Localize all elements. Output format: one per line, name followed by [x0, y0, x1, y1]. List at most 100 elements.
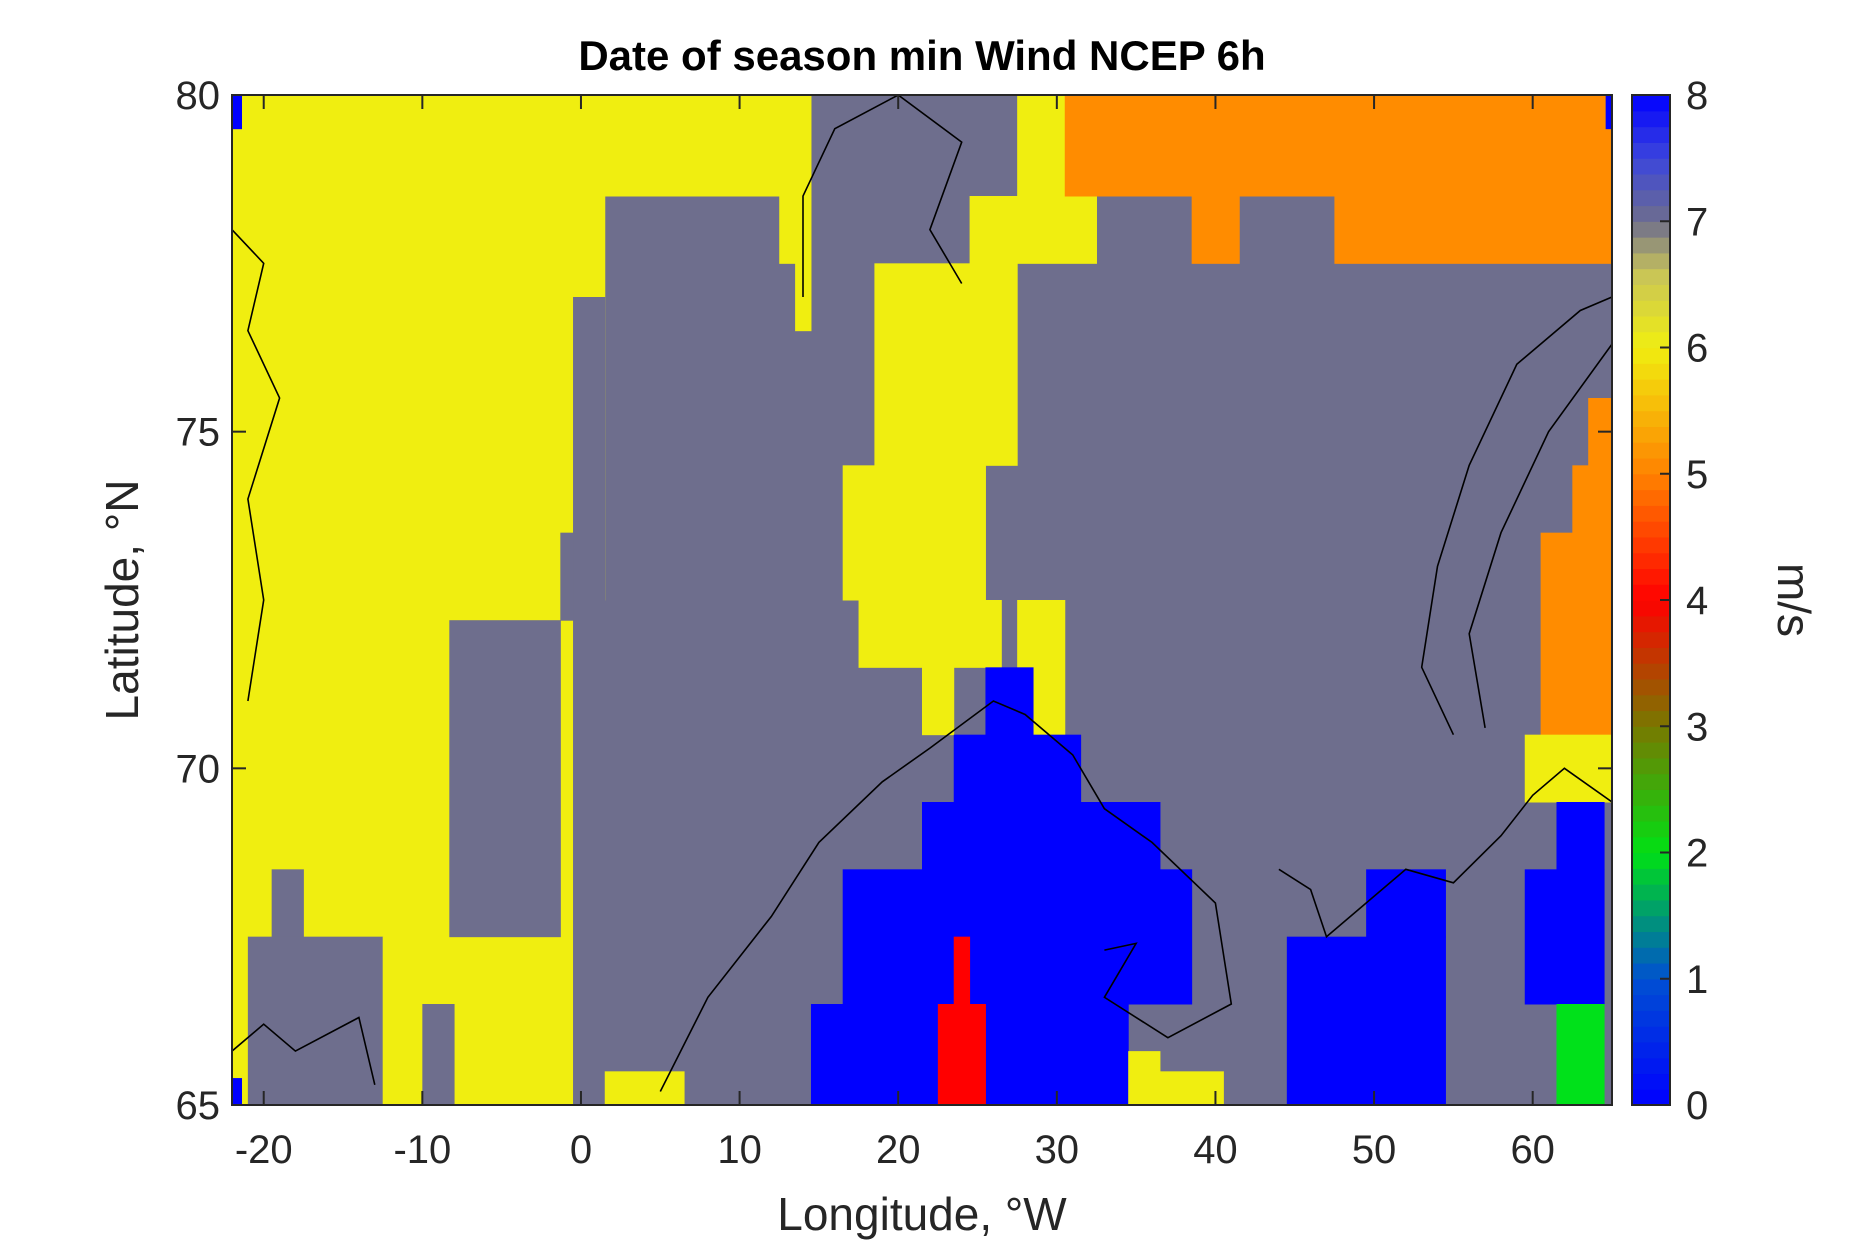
colorbar-tick-label: 1: [1686, 958, 1708, 1002]
coastline: [1468, 343, 1612, 729]
plot-frame: [231, 94, 1613, 1106]
chart-title: Date of season min Wind NCEP 6h: [578, 32, 1265, 79]
colorbar-swatch: [1632, 158, 1670, 175]
colorbar-swatch: [1632, 95, 1670, 112]
heatmap-cell-blue: [1366, 869, 1446, 938]
colorbar-tick-label: 5: [1686, 453, 1708, 497]
colorbar: [1631, 94, 1671, 1106]
heatmap-cell-blue: [232, 1078, 243, 1105]
x-tick-label: 10: [717, 1128, 762, 1172]
colorbar-tick-label: 0: [1686, 1084, 1708, 1128]
colorbar-tick-label: 3: [1686, 705, 1708, 749]
colorbar-swatch: [1632, 584, 1670, 601]
colorbar-swatch: [1632, 742, 1670, 759]
colorbar-swatch: [1632, 363, 1670, 380]
colorbar-swatch: [1632, 884, 1670, 901]
heatmap-cell-red: [953, 936, 971, 1005]
x-tick-label: -20: [235, 1128, 293, 1172]
colorbar-swatch: [1632, 473, 1670, 491]
heatmap-cell-blue: [1556, 802, 1605, 870]
heatmap-cell-orange: [1334, 196, 1612, 264]
heatmap-cell-blue: [1524, 869, 1605, 1005]
colorbar-tick-label: 8: [1686, 74, 1708, 118]
heatmap-cell-blue: [922, 802, 1161, 870]
colorbar-swatch: [1632, 394, 1670, 412]
heatmap-cell-blue: [1605, 95, 1612, 130]
x-tick-label: -10: [393, 1128, 451, 1172]
colorbar-swatch: [1632, 110, 1670, 128]
colorbar-swatch: [1632, 505, 1670, 522]
colorbar-swatch: [1632, 442, 1670, 459]
colorbar-swatch: [1632, 126, 1670, 143]
colorbar-swatch: [1632, 189, 1670, 207]
colorbar-tick-label: 6: [1686, 327, 1708, 371]
x-axis: -20 -10 0 10 20 30 40 50 60: [235, 95, 1555, 1172]
heatmap-cell-yellow: [454, 936, 574, 1105]
coastline: [1420, 296, 1612, 736]
colorbar-tick-label: 4: [1686, 579, 1708, 623]
heatmap-cell-yellow: [922, 667, 955, 736]
colorbar-tick-label: 7: [1686, 200, 1708, 244]
colorbar-swatch: [1632, 757, 1670, 775]
heatmap-cell-yellow: [779, 162, 796, 264]
y-tick-label: 75: [176, 411, 221, 455]
heatmap-cell-yellow: [604, 95, 812, 197]
colorbar-swatch: [1632, 694, 1670, 712]
coastline: [232, 1016, 376, 1085]
colorbar-swatch: [1632, 347, 1670, 364]
colorbar-swatch: [1632, 173, 1670, 191]
coastline-overlay: [232, 95, 1612, 1092]
colorbar-swatch: [1632, 315, 1670, 333]
heatmap-cell-yellow: [232, 936, 249, 1105]
colorbar-swatch: [1632, 1010, 1670, 1027]
colorbar-swatch: [1632, 268, 1670, 285]
x-tick-label: 20: [876, 1128, 921, 1172]
coastline: [1278, 767, 1612, 939]
colorbar-swatch: [1632, 710, 1670, 727]
colorbar-swatch: [1632, 947, 1670, 964]
heatmap-cell-red: [937, 1004, 986, 1105]
colorbar-swatch: [1632, 615, 1670, 633]
heatmap-cell-yellow: [969, 196, 1097, 264]
heatmap-cell-yellow: [604, 1071, 685, 1105]
colorbar-swatch: [1632, 868, 1670, 885]
colorbar-swatch: [1632, 915, 1670, 933]
colorbar-swatch: [1632, 1041, 1670, 1059]
colorbar-swatch: [1632, 426, 1670, 443]
colorbar-swatch: [1632, 899, 1670, 917]
colorbar-swatch: [1632, 410, 1670, 428]
heatmap-cell-gray: [560, 532, 574, 621]
y-tick-label: 70: [176, 747, 221, 791]
colorbar-swatch: [1632, 237, 1670, 254]
x-tick-label: 30: [1035, 1128, 1080, 1172]
x-axis-label: Longitude, °W: [777, 1188, 1067, 1240]
colorbar-swatch: [1632, 300, 1670, 317]
colorbar-swatch: [1632, 252, 1670, 270]
heatmap-cell-blue: [953, 734, 1082, 803]
heatmap-cell-yellow: [1159, 1071, 1224, 1105]
heatmap-cell-gray: [422, 1004, 455, 1105]
colorbar-swatch: [1632, 820, 1670, 838]
heatmap-cell-yellow: [858, 600, 1002, 668]
colorbar-swatch: [1632, 568, 1670, 585]
colorbar-swatch: [1632, 962, 1670, 980]
heatmap-cell-orange: [1540, 532, 1612, 736]
y-tick-label: 80: [176, 74, 221, 118]
colorbar-swatch: [1632, 331, 1670, 349]
colorbar-swatch: [1632, 600, 1670, 617]
coastline: [232, 229, 281, 702]
colorbar-swatch: [1632, 931, 1670, 948]
colorbar-swatch: [1632, 994, 1670, 1011]
heatmap-cell-blue: [232, 95, 243, 130]
x-tick-label: 50: [1352, 1128, 1397, 1172]
heatmap-cell-yellow: [874, 263, 1018, 466]
heatmap-cell-blue: [842, 869, 1193, 1005]
heatmap-cell-orange: [1572, 465, 1612, 534]
colorbar-swatch: [1632, 489, 1670, 506]
heatmap-cell-gray: [271, 869, 304, 938]
colorbar-swatch: [1632, 773, 1670, 790]
colorbar-swatch: [1632, 457, 1670, 475]
colorbar-swatch: [1632, 142, 1670, 159]
x-tick-label: 40: [1193, 1128, 1238, 1172]
